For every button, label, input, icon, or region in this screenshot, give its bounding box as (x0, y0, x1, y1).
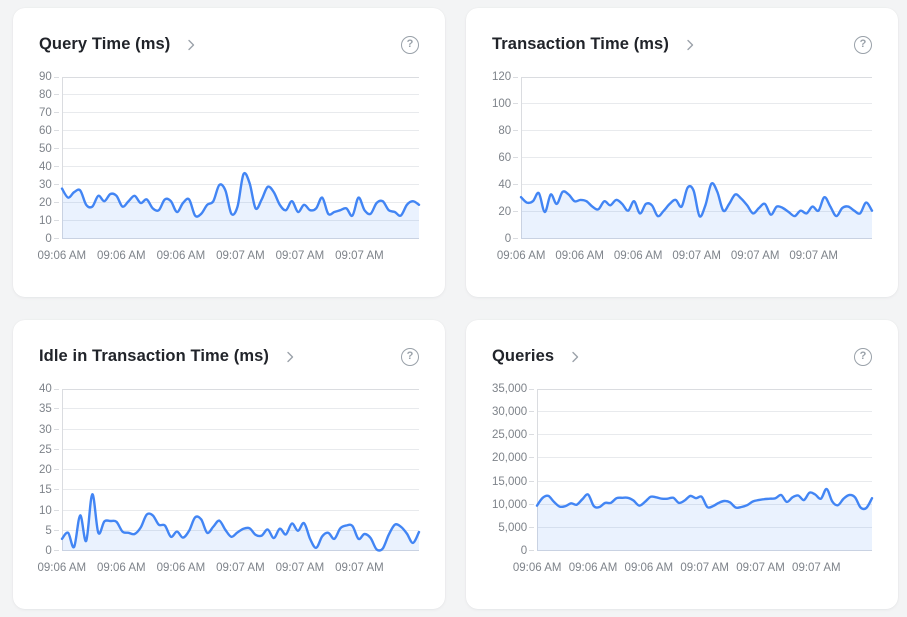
x-axis: 09:06 AM 09:06 AM 09:06 AM 09:07 AM 09:07 AM… (38, 562, 419, 577)
query-time-title-link[interactable]: Query Time (ms) (39, 35, 197, 54)
plot-area[interactable] (513, 77, 874, 239)
chevron-right-icon (284, 351, 296, 363)
x-axis-label: 09:07 AM (335, 250, 384, 262)
card-title: Query Time (ms) (39, 35, 171, 53)
x-axis-label: 09:07 AM (680, 562, 729, 574)
card-title: Idle in Transaction Time (ms) (39, 347, 269, 365)
transaction-time-chart[interactable]: 120 100 80 60 40 20 0 09:06 AM 09:06 AM 09:06 AM 0… (492, 71, 874, 265)
chevron-right-icon (569, 351, 581, 363)
idle-transaction-time-title-link[interactable]: Idle in Transaction Time (ms) (39, 347, 296, 366)
x-axis-label: 09:07 AM (672, 250, 721, 262)
card-title: Transaction Time (ms) (492, 35, 669, 53)
card-title: Queries (492, 347, 555, 365)
queries-title-link[interactable]: Queries (492, 347, 581, 366)
card-header: Queries ? (492, 347, 872, 366)
help-icon[interactable]: ? (401, 347, 419, 366)
x-axis-label: 09:07 AM (736, 562, 785, 574)
x-axis-label: 09:07 AM (275, 250, 325, 262)
chart-grid: 40 35 30 25 20 15 10 5 0 09:06 AM 09:06 AM 09:06 AM… (38, 383, 420, 577)
series-area-fill (61, 173, 419, 239)
x-axis: 09:06 AM 09:06 AM 09:06 AM 09:07 AM 09:07 AM… (497, 250, 872, 265)
chart-canvas[interactable] (513, 77, 874, 239)
x-axis-label: 09:06 AM (624, 562, 674, 574)
y-axis: 90 80 70 60 50 40 30 20 10 0 (39, 71, 52, 245)
queries-chart[interactable]: 35,000 30,000 25,000 20,000 15,000 10,000 5,00… (492, 383, 874, 577)
plot-area[interactable] (529, 389, 874, 551)
x-axis-label: 09:07 AM (792, 562, 841, 574)
x-axis-label: 09:07 AM (216, 562, 265, 574)
idle-transaction-time-chart[interactable]: 40 35 30 25 20 15 10 5 0 09:06 AM 09:06 AM 09:06 AM… (38, 383, 420, 577)
transaction-time-title-link[interactable]: Transaction Time (ms) (492, 35, 696, 54)
chevron-right-icon (684, 39, 696, 51)
x-axis-label: 09:06 AM (97, 250, 146, 262)
series-line (60, 493, 420, 552)
x-axis: 09:06 AM 09:06 AM 09:06 AM 09:07 AM 09:07 AM… (38, 250, 419, 265)
series-line (60, 171, 420, 218)
x-axis-label: 09:06 AM (555, 250, 604, 262)
x-axis-label: 09:07 AM (789, 250, 838, 262)
chart-card-query-time: Query Time (ms) ? 90 80 70 60 50 40 30 20 10 0 09:… (13, 8, 445, 297)
chart-card-queries: Queries ? 35,000 30,000 25,000 20,000 15,000… (466, 320, 898, 609)
chart-grid: 35,000 30,000 25,000 20,000 15,000 10,000 5,00… (492, 383, 874, 577)
help-icon[interactable]: ? (401, 35, 419, 54)
x-axis-label: 09:06 AM (613, 250, 663, 262)
x-axis-label: 09:06 AM (156, 250, 206, 262)
chart-canvas[interactable] (53, 77, 420, 239)
x-axis-label: 09:06 AM (97, 562, 146, 574)
help-icon[interactable]: ? (854, 35, 872, 54)
chart-card-transaction-time: Transaction Time (ms) ? 120 100 80 60 40 20 0 0… (466, 8, 898, 297)
series-line (535, 487, 874, 511)
plot-area[interactable] (53, 77, 420, 239)
series-area-fill (521, 183, 873, 239)
query-time-chart[interactable]: 90 80 70 60 50 40 30 20 10 0 09:06 AM 09:06 AM 09:06… (38, 71, 420, 265)
series-area-fill (61, 494, 419, 551)
x-axis-label: 09:06 AM (156, 562, 206, 574)
chart-grid: 120 100 80 60 40 20 0 09:06 AM 09:06 AM 09:06 AM 0… (492, 71, 874, 265)
x-axis-label: 09:07 AM (335, 562, 384, 574)
chevron-right-icon (185, 39, 197, 51)
x-axis-label: 09:07 AM (275, 562, 325, 574)
y-axis: 120 100 80 60 40 20 0 (492, 71, 512, 245)
x-axis-label: 09:06 AM (37, 562, 87, 574)
help-icon[interactable]: ? (854, 347, 872, 366)
x-axis-label: 09:06 AM (37, 250, 87, 262)
x-axis-label: 09:06 AM (496, 250, 546, 262)
x-axis-label: 09:06 AM (568, 562, 618, 574)
x-axis-label: 09:07 AM (730, 250, 780, 262)
card-header: Query Time (ms) ? (39, 35, 419, 54)
x-axis-label: 09:07 AM (216, 250, 265, 262)
card-header: Transaction Time (ms) ? (492, 35, 872, 54)
chart-canvas[interactable] (529, 389, 874, 551)
chart-grid: 90 80 70 60 50 40 30 20 10 0 09:06 AM 09:06 AM 09:06… (38, 71, 420, 265)
card-header: Idle in Transaction Time (ms) ? (39, 347, 419, 366)
y-axis: 35,000 30,000 25,000 20,000 15,000 10,000 5,00… (492, 383, 528, 557)
series-line (519, 182, 874, 218)
x-axis-label: 09:06 AM (512, 562, 562, 574)
x-axis: 09:06 AM 09:06 AM 09:06 AM 09:07 AM 09:07 AM… (513, 562, 872, 577)
chart-canvas[interactable] (53, 389, 420, 552)
series-area-fill (537, 488, 873, 551)
chart-card-idle-transaction-time: Idle in Transaction Time (ms) ? 40 35 30 25… (13, 320, 445, 609)
plot-area[interactable] (53, 389, 420, 552)
